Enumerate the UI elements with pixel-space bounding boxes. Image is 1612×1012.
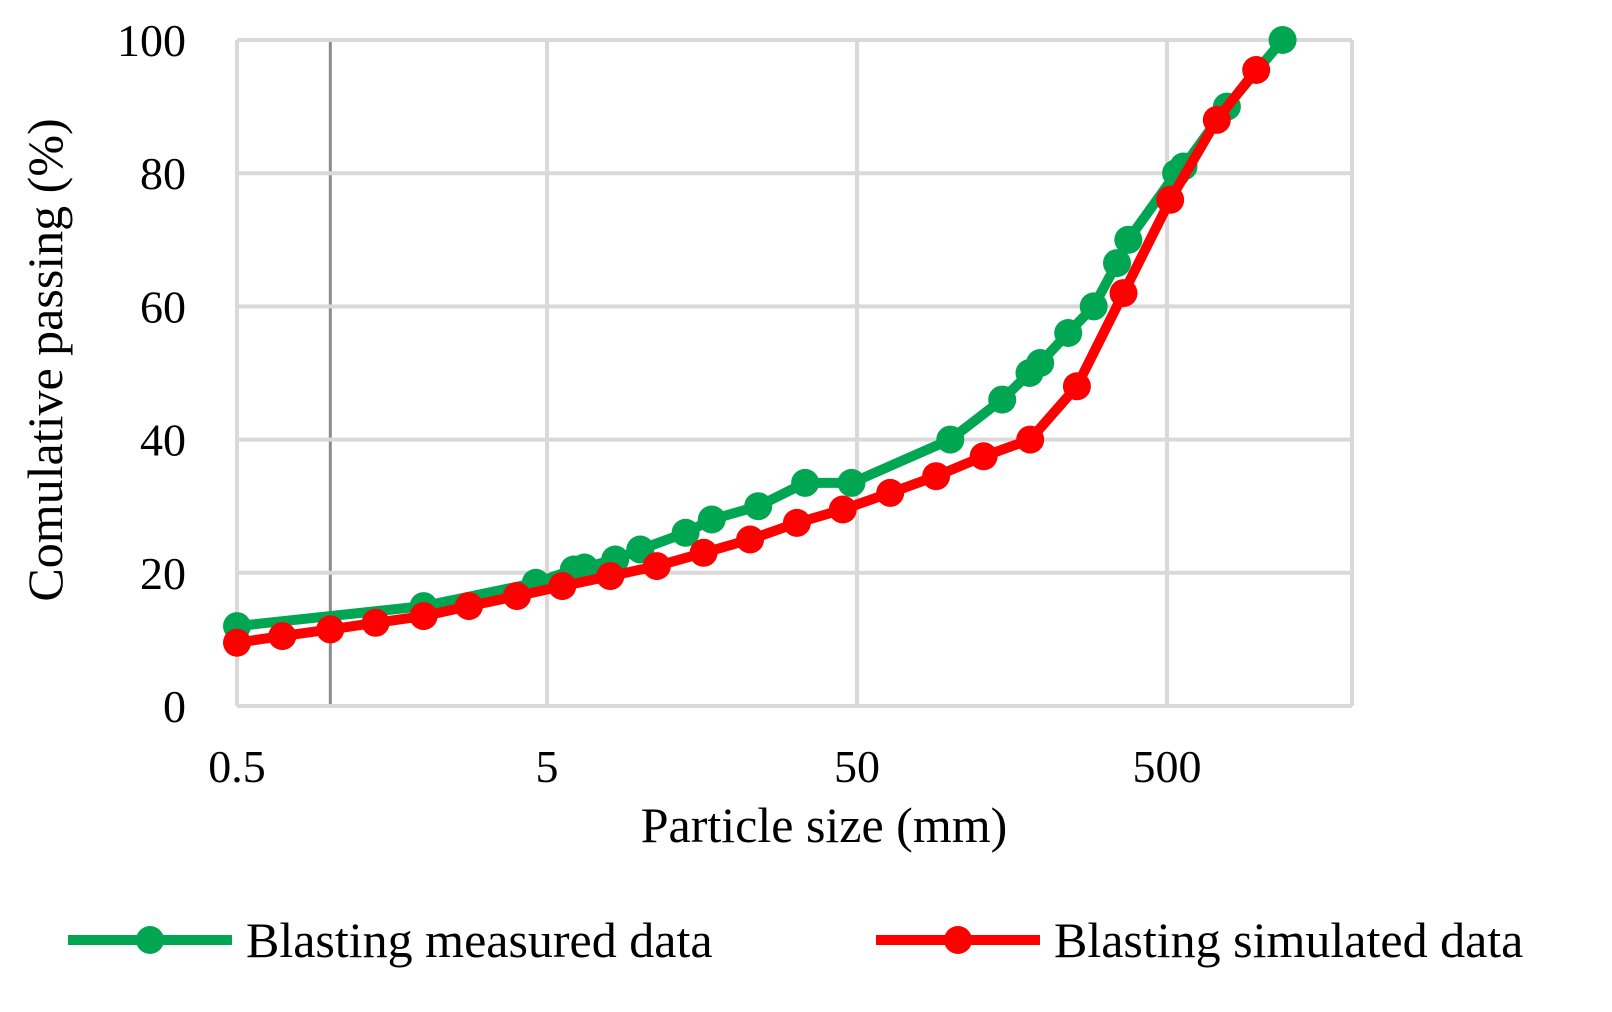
y-tick-label: 60 xyxy=(140,281,186,332)
data-point-simulated xyxy=(548,572,577,601)
x-tick-label: 5 xyxy=(536,741,559,792)
legend-swatch-simulated-marker xyxy=(944,926,972,954)
y-tick-label: 20 xyxy=(140,548,186,599)
series-simulated xyxy=(223,56,1271,657)
data-point-simulated xyxy=(1242,56,1271,84)
data-point-simulated xyxy=(1109,279,1138,308)
x-tick-label: 500 xyxy=(1133,741,1202,792)
data-point-measured xyxy=(697,505,726,534)
data-point-measured xyxy=(1079,292,1108,321)
data-point-measured xyxy=(988,385,1017,414)
legend-label-measured: Blasting measured data xyxy=(246,912,713,968)
data-point-measured xyxy=(671,518,700,547)
data-point-measured xyxy=(1103,249,1131,278)
data-point-simulated xyxy=(1016,425,1045,454)
data-point-measured xyxy=(1268,26,1297,54)
data-point-simulated xyxy=(922,462,951,491)
y-axis-tick-labels: 0 20 40 60 80 100 xyxy=(117,15,186,732)
data-point-measured xyxy=(1114,225,1143,254)
data-point-simulated xyxy=(642,552,671,581)
vertical-gridlines xyxy=(235,40,1354,706)
y-tick-label: 40 xyxy=(140,415,186,466)
data-point-simulated xyxy=(223,628,251,657)
y-tick-label: 80 xyxy=(140,148,186,199)
x-axis-tick-labels: 0.5 5 50 500 xyxy=(208,741,1201,792)
data-point-simulated xyxy=(596,562,625,591)
legend: Blasting measured data Blasting simulate… xyxy=(68,912,1523,968)
data-point-simulated xyxy=(1202,105,1231,134)
y-tick-label: 100 xyxy=(117,15,186,66)
data-point-simulated xyxy=(409,602,438,631)
data-point-measured xyxy=(744,492,773,521)
data-point-measured xyxy=(1054,319,1083,347)
data-point-measured xyxy=(936,425,965,454)
x-tick-label: 50 xyxy=(834,741,880,792)
data-point-simulated xyxy=(876,478,905,507)
data-point-measured xyxy=(1026,349,1055,377)
data-point-simulated xyxy=(268,622,297,651)
legend-item-simulated: Blasting simulated data xyxy=(876,912,1523,968)
series-line-simulated xyxy=(232,65,1262,648)
series-layer xyxy=(223,26,1297,657)
legend-label-simulated: Blasting simulated data xyxy=(1054,912,1523,968)
data-point-measured xyxy=(837,468,866,497)
data-point-simulated xyxy=(454,592,483,621)
data-point-measured xyxy=(791,468,820,497)
x-tick-label: 0.5 xyxy=(208,741,266,792)
data-point-simulated xyxy=(503,582,531,611)
data-point-simulated xyxy=(1156,185,1185,214)
y-tick-label: 0 xyxy=(163,681,186,732)
data-point-simulated xyxy=(782,508,811,537)
data-point-measured xyxy=(570,553,599,582)
legend-swatch-measured-marker xyxy=(136,926,164,954)
legend-item-measured: Blasting measured data xyxy=(68,912,713,968)
y-axis-title: Comulative passing (%) xyxy=(17,118,73,601)
data-point-simulated xyxy=(1062,372,1091,401)
x-axis-title: Particle size (mm) xyxy=(641,797,1008,853)
data-point-simulated xyxy=(689,538,718,567)
data-point-simulated xyxy=(969,442,998,471)
data-point-simulated xyxy=(828,495,857,524)
data-point-simulated xyxy=(736,525,765,554)
data-point-simulated xyxy=(316,615,345,644)
data-point-simulated xyxy=(361,608,390,637)
